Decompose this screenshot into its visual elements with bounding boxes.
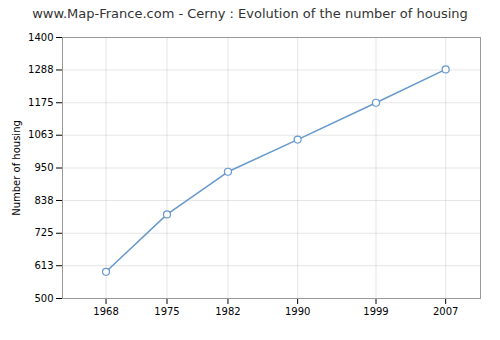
svg-text:1063: 1063 xyxy=(28,129,53,140)
svg-text:1175: 1175 xyxy=(28,97,53,108)
svg-text:500: 500 xyxy=(34,293,53,304)
svg-text:2007: 2007 xyxy=(433,306,458,317)
svg-text:1999: 1999 xyxy=(363,306,388,317)
html-text:www.Map-France.com - Cerny : E: www.Map-France.com - Cerny : Evolution o… xyxy=(32,6,468,21)
svg-text:950: 950 xyxy=(34,162,53,173)
svg-text:1400: 1400 xyxy=(28,32,53,43)
svg-text:725: 725 xyxy=(34,227,53,238)
svg-text:613: 613 xyxy=(34,260,53,271)
svg-text:1288: 1288 xyxy=(28,64,53,75)
svg-text:Number of housing: Number of housing xyxy=(11,120,22,216)
svg-text:1975: 1975 xyxy=(154,306,179,317)
svg-text:838: 838 xyxy=(34,195,53,206)
svg-text:1990: 1990 xyxy=(285,306,310,317)
svg-text:1968: 1968 xyxy=(93,306,118,317)
svg-text:1982: 1982 xyxy=(215,306,240,317)
